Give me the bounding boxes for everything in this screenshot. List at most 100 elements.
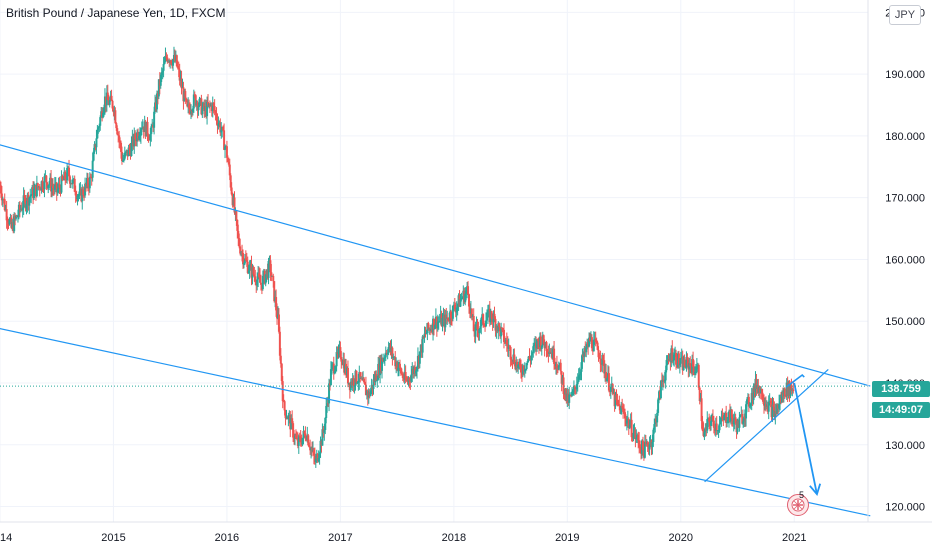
candle-body	[711, 416, 714, 421]
candle-body	[280, 363, 283, 382]
candle-body	[609, 386, 612, 392]
candle-body	[479, 326, 482, 330]
candle-body	[383, 357, 386, 359]
candle-body	[184, 91, 187, 99]
candle-body	[545, 342, 548, 351]
candle-body	[657, 399, 660, 413]
candle-body	[127, 147, 130, 157]
candle-body	[376, 379, 379, 381]
candle-body	[363, 382, 366, 385]
candle-body	[386, 353, 389, 355]
candle-body	[29, 196, 32, 198]
candle-body	[272, 275, 275, 282]
candle-body	[448, 320, 451, 322]
candle-body	[391, 347, 394, 357]
candle-body	[577, 375, 580, 382]
candle-body	[324, 417, 327, 431]
candle-body	[423, 333, 426, 338]
candle-body	[425, 333, 428, 335]
candle-body	[277, 314, 280, 332]
candle-body	[122, 158, 125, 161]
candle-body	[333, 371, 336, 374]
candle-body	[745, 399, 748, 405]
candle-body	[792, 389, 795, 392]
candle-body	[523, 369, 526, 372]
candle-body	[634, 430, 637, 440]
candle-body	[524, 368, 527, 370]
x-tick-label: 2018	[442, 532, 466, 544]
candle-body	[784, 395, 787, 397]
uk-flag-icon[interactable]	[787, 494, 809, 516]
candle-body	[673, 354, 676, 361]
candle-body	[258, 273, 261, 277]
candle-body	[334, 366, 337, 372]
candle-body	[621, 406, 624, 408]
candle-body	[124, 151, 127, 153]
candle-body	[128, 147, 131, 150]
candle-body	[191, 108, 194, 112]
candle-body	[769, 400, 772, 404]
candle-body	[715, 423, 718, 431]
candle-body	[459, 299, 462, 307]
candle-body	[48, 184, 51, 186]
candle-body	[23, 195, 26, 198]
candle-body	[410, 374, 413, 382]
candle-body	[683, 359, 686, 367]
candle-body	[635, 437, 638, 440]
candle-body	[414, 366, 417, 374]
price-axis[interactable]: 120.000130.000140.000150.000160.000170.0…	[885, 7, 925, 513]
candle-body	[162, 64, 165, 71]
candle-body	[627, 419, 630, 429]
time-axis[interactable]: 2014 2015 2016 2017 2018 2019 2020 2021	[0, 532, 806, 544]
candle-body	[51, 186, 54, 189]
candle-body	[197, 105, 200, 111]
candle-body	[230, 187, 233, 195]
candle-body	[269, 260, 272, 273]
candle-body	[30, 195, 33, 197]
symbol-title[interactable]: British Pound / Japanese Yen, 1D, FXCM	[6, 6, 226, 20]
candle-body	[618, 404, 621, 406]
candle-body	[356, 382, 359, 384]
candle-body	[527, 356, 530, 362]
candle-body	[643, 441, 646, 458]
candle-body	[58, 184, 61, 188]
candle-body	[357, 381, 360, 383]
candle-body	[732, 420, 735, 425]
candle-body	[528, 356, 531, 359]
candle-body	[329, 369, 332, 386]
currency-label[interactable]: JPY	[889, 5, 921, 25]
candle-body	[467, 294, 470, 307]
candle-body	[18, 204, 21, 211]
candle-body	[133, 133, 136, 147]
candle-body	[297, 436, 300, 446]
candle-body	[738, 417, 741, 428]
candle-body	[254, 276, 257, 283]
candle-body	[540, 345, 543, 350]
candle-body	[450, 318, 453, 320]
candle-body	[727, 420, 730, 423]
candle-body	[396, 362, 399, 371]
candle-body	[317, 458, 320, 462]
candle-body	[460, 298, 463, 300]
candle-body	[252, 267, 255, 275]
candle-body	[585, 347, 588, 353]
candle-body	[686, 357, 689, 360]
x-tick-label: 2015	[101, 532, 125, 544]
candle-body	[137, 136, 140, 139]
candle-body	[625, 420, 628, 424]
candle-body	[719, 421, 722, 424]
candle-body	[137, 132, 140, 139]
x-tick-label: 2019	[555, 532, 579, 544]
candle-body	[630, 419, 633, 438]
y-tick-label: 130.000	[885, 440, 925, 452]
candle-body	[95, 138, 98, 148]
candle-body	[45, 175, 48, 183]
candle-body	[150, 126, 153, 135]
candle-body	[605, 371, 608, 382]
candle-body	[438, 321, 441, 323]
candle-body	[700, 398, 703, 422]
candle-body	[213, 106, 216, 112]
candles	[0, 46, 795, 468]
drawings[interactable]	[0, 143, 871, 517]
